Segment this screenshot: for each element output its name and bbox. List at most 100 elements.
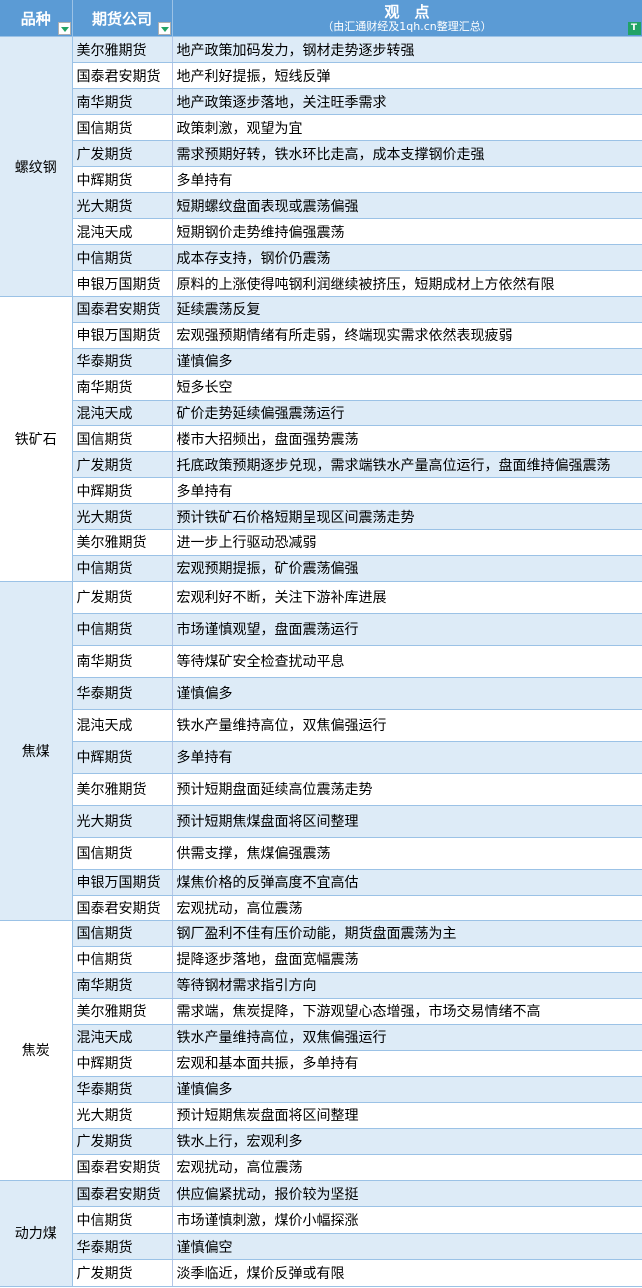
filter-dropdown-icon[interactable] [57, 22, 71, 35]
table-row: 华泰期货 谨慎偏空 [0, 1233, 642, 1261]
company-cell: 国信期货 [72, 920, 173, 947]
table-row: 南华期货 等待煤矿安全检查扰动平息 [0, 645, 642, 678]
view-cell: 延续震荡反复 [172, 296, 642, 323]
company-cell: 广发期货 [72, 1128, 173, 1155]
view-cell: 托底政策预期逐步兑现，需求端铁水产量高位运行，盘面维持偏强震荡 [172, 451, 642, 479]
company-cell: 广发期货 [72, 1259, 173, 1287]
company-cell: 南华期货 [72, 374, 173, 401]
company-cell: 中信期货 [72, 613, 173, 646]
table-row: 混沌天成 铁水产量维持高位，双焦偏强运行 [0, 709, 642, 742]
view-cell: 宏观强预期情绪有所走弱，终端现实需求依然表现疲弱 [172, 322, 642, 349]
company-cell: 混沌天成 [72, 400, 173, 427]
variety-cell: 焦煤 [0, 581, 73, 921]
company-cell: 国信期货 [72, 425, 173, 453]
view-cell: 铁水产量维持高位，双焦偏强运行 [172, 709, 642, 742]
table-row: 中辉期货 多单持有 [0, 477, 642, 505]
company-cell: 中辉期货 [72, 477, 173, 505]
company-cell: 光大期货 [72, 805, 173, 838]
table-row: 国泰君安期货 地产利好提振，短线反弹 [0, 62, 642, 89]
company-cell: 广发期货 [72, 140, 173, 167]
view-cell: 预计短期焦炭盘面将区间整理 [172, 1102, 642, 1129]
view-cell: 需求预期好转，铁水环比走高，成本支撑钢价走强 [172, 140, 642, 167]
table-row: 国泰君安期货 宏观扰动，高位震荡 [0, 895, 642, 921]
table-row: 光大期货 预计短期焦炭盘面将区间整理 [0, 1102, 642, 1129]
table-row: 混沌天成 矿价走势延续偏强震荡运行 [0, 400, 642, 427]
view-cell: 楼市大招频出，盘面强势震荡 [172, 425, 642, 453]
view-cell: 谨慎偏多 [172, 677, 642, 710]
table-row: 美尔雅期货 需求端，焦炭提降，下游观望心态增强，市场交易情绪不高 [0, 998, 642, 1025]
table-row: 螺纹钢 美尔雅期货 地产政策加码发力，钢材走势逐步转强 [0, 36, 642, 297]
view-cell: 宏观预期提振，矿价震荡偏强 [172, 555, 642, 582]
view-cell: 短期螺纹盘面表现或震荡偏强 [172, 192, 642, 219]
variety-cell: 螺纹钢 [0, 36, 73, 297]
company-cell: 国泰君安期货 [72, 895, 173, 921]
table-row: 国信期货 政策刺激，观望为宜 [0, 114, 642, 141]
company-cell: 广发期货 [72, 451, 173, 479]
table-row: 美尔雅期货 预计短期盘面延续高位震荡走势 [0, 773, 642, 806]
view-cell: 钢厂盈利不佳有压价动能，期货盘面震荡为主 [172, 920, 642, 947]
view-cell: 提降逐步落地，盘面宽幅震荡 [172, 946, 642, 973]
company-cell: 光大期货 [72, 192, 173, 219]
table-row: 国泰君安期货 宏观扰动，高位震荡 [0, 1154, 642, 1181]
view-cell: 预计短期焦煤盘面将区间整理 [172, 805, 642, 838]
view-cell: 淡季临近，煤价反弹或有限 [172, 1259, 642, 1287]
header-variety: 品种 [0, 0, 73, 37]
table-row: 中信期货 市场谨慎观望，盘面震荡运行 [0, 613, 642, 646]
company-cell: 中辉期货 [72, 741, 173, 774]
filter-active-icon[interactable]: T [627, 22, 641, 35]
view-cell: 谨慎偏多 [172, 1076, 642, 1103]
view-cell: 短期钢价走势维持偏强震荡 [172, 218, 642, 245]
table-row: 中信期货 市场谨慎刺激，煤价小幅探涨 [0, 1206, 642, 1234]
view-cell: 预计短期盘面延续高位震荡走势 [172, 773, 642, 806]
table-row: 华泰期货 谨慎偏多 [0, 1076, 642, 1103]
table-row: 南华期货 等待钢材需求指引方向 [0, 972, 642, 999]
view-cell: 地产政策逐步落地，关注旺季需求 [172, 88, 642, 115]
view-cell: 市场谨慎刺激，煤价小幅探涨 [172, 1206, 642, 1234]
table-row: 国信期货 供需支撑，焦煤偏强震荡 [0, 837, 642, 870]
view-cell: 供应偏紧扰动，报价较为坚挺 [172, 1180, 642, 1208]
view-cell: 谨慎偏空 [172, 1233, 642, 1261]
company-cell: 申银万国期货 [72, 869, 173, 896]
view-cell: 谨慎偏多 [172, 348, 642, 375]
company-cell: 混沌天成 [72, 1024, 173, 1051]
view-cell: 宏观扰动，高位震荡 [172, 895, 642, 921]
company-cell: 申银万国期货 [72, 322, 173, 349]
view-cell: 多单持有 [172, 166, 642, 193]
company-cell: 美尔雅期货 [72, 529, 173, 556]
company-cell: 中信期货 [72, 244, 173, 271]
view-cell: 地产政策加码发力，钢材走势逐步转强 [172, 36, 642, 63]
table-row: 广发期货 托底政策预期逐步兑现，需求端铁水产量高位运行，盘面维持偏强震荡 [0, 451, 642, 479]
company-cell: 中信期货 [72, 1206, 173, 1234]
view-cell: 多单持有 [172, 477, 642, 505]
view-cell: 市场谨慎观望，盘面震荡运行 [172, 613, 642, 646]
company-cell: 申银万国期货 [72, 270, 173, 297]
view-cell: 成本存支持，钢价仍震荡 [172, 244, 642, 271]
table-row: 光大期货 短期螺纹盘面表现或震荡偏强 [0, 192, 642, 219]
company-cell: 中辉期货 [72, 1050, 173, 1077]
table-row: 中辉期货 多单持有 [0, 741, 642, 774]
view-cell: 原料的上涨使得吨钢利润继续被挤压，短期成材上方依然有限 [172, 270, 642, 297]
company-cell: 国泰君安期货 [72, 62, 173, 89]
company-cell: 混沌天成 [72, 218, 173, 245]
view-cell: 短多长空 [172, 374, 642, 401]
table-row: 焦炭 国信期货 钢厂盈利不佳有压价动能，期货盘面震荡为主 [0, 920, 642, 1181]
company-cell: 华泰期货 [72, 677, 173, 710]
company-cell: 国泰君安期货 [72, 1154, 173, 1181]
filter-dropdown-icon[interactable] [157, 22, 171, 35]
company-cell: 国信期货 [72, 114, 173, 141]
company-cell: 中信期货 [72, 555, 173, 582]
view-cell: 铁水上行，宏观利多 [172, 1128, 642, 1155]
table-row: 动力煤 国泰君安期货 供应偏紧扰动，报价较为坚挺 [0, 1180, 642, 1287]
company-cell: 美尔雅期货 [72, 36, 173, 63]
view-cell: 矿价走势延续偏强震荡运行 [172, 400, 642, 427]
view-cell: 需求端，焦炭提降，下游观望心态增强，市场交易情绪不高 [172, 998, 642, 1025]
company-cell: 华泰期货 [72, 348, 173, 375]
company-cell: 中辉期货 [72, 166, 173, 193]
table-row: 中信期货 宏观预期提振，矿价震荡偏强 [0, 555, 642, 582]
company-cell: 南华期货 [72, 645, 173, 678]
view-cell: 煤焦价格的反弹高度不宜高估 [172, 869, 642, 896]
table-row: 焦煤 广发期货 宏观利好不断，关注下游补库进展 [0, 581, 642, 921]
variety-cell: 焦炭 [0, 920, 73, 1181]
table-row: 广发期货 铁水上行，宏观利多 [0, 1128, 642, 1155]
view-cell: 进一步上行驱动恐减弱 [172, 529, 642, 556]
